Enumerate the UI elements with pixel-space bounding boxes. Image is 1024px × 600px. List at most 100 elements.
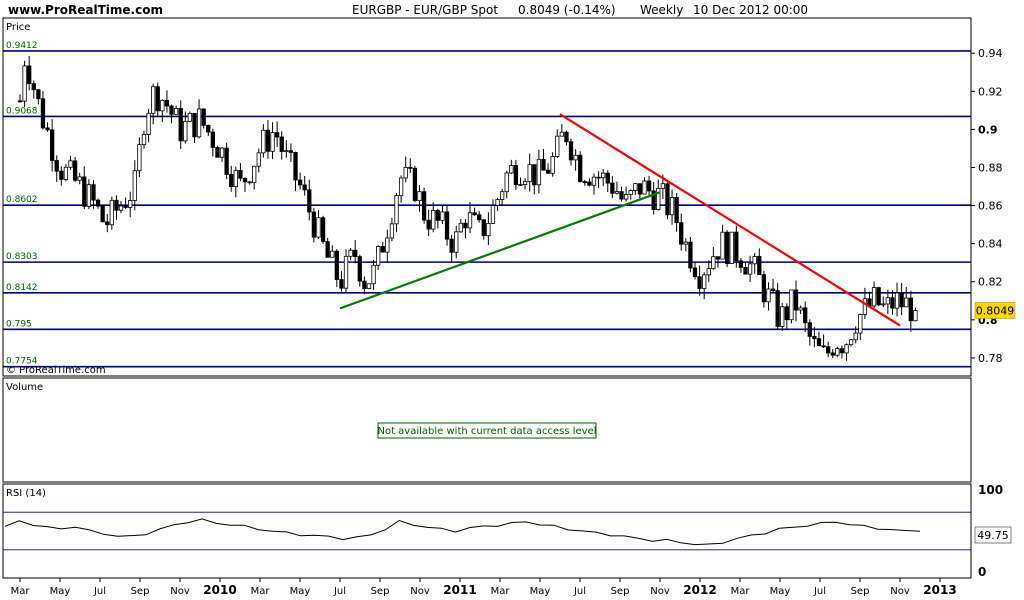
x-tick-label: Jul <box>93 586 106 597</box>
candle-body <box>353 249 358 257</box>
candle-body <box>49 129 55 161</box>
x-tick-label: May <box>530 586 551 597</box>
candle-body <box>656 187 661 211</box>
candle-body <box>568 141 574 161</box>
candle-body <box>91 184 96 201</box>
candle-body <box>22 65 27 102</box>
candle-body <box>160 99 165 112</box>
candle-body <box>357 256 362 282</box>
candle-body <box>82 176 87 207</box>
site-name[interactable]: www.ProRealTime.com <box>8 3 163 17</box>
candle-body <box>894 292 900 309</box>
candle-body <box>803 307 808 324</box>
candle-body <box>573 154 578 161</box>
y-tick-label: 0.94 <box>978 47 1003 60</box>
candle-body <box>605 172 610 184</box>
price-panel[interactable] <box>2 17 972 377</box>
candle-body <box>747 263 753 275</box>
candle-body <box>646 180 652 192</box>
x-tick-label: Sep <box>131 586 150 597</box>
candle-body <box>816 338 822 347</box>
x-tick-label: Nov <box>410 586 430 597</box>
candle-body <box>169 105 174 115</box>
candle-body <box>132 170 137 201</box>
candle-body <box>697 276 702 289</box>
instrument-title: EURGBP - EUR/GBP Spot <box>352 3 498 17</box>
level-label: 0.795 <box>6 319 32 329</box>
candle-body <box>187 112 193 122</box>
candle-body <box>458 222 463 233</box>
candle-body <box>224 147 229 175</box>
candle-body <box>362 280 367 289</box>
candle-body <box>830 352 835 356</box>
candle-body <box>40 98 46 129</box>
candle-body <box>908 297 913 322</box>
y-tick-label: 0.78 <box>978 352 1003 365</box>
x-tick-label: Nov <box>890 586 910 597</box>
candle-body <box>545 169 551 174</box>
candle-body <box>610 182 615 194</box>
candle-body <box>330 250 335 258</box>
x-tick-label: Sep <box>371 586 390 597</box>
x-tick-label: 2011 <box>443 583 476 597</box>
candle-body <box>729 231 734 264</box>
level-label: 0.9068 <box>6 106 38 116</box>
candle-body <box>389 223 395 239</box>
candle-body <box>146 112 151 135</box>
rsi-indicator: 0 100 <box>3 483 1003 579</box>
candle-body <box>692 267 698 278</box>
x-tick-label: 2012 <box>683 583 716 597</box>
level-label: 0.8142 <box>6 283 38 293</box>
candle-body <box>155 86 160 112</box>
candle-body <box>128 200 133 208</box>
candle-body <box>114 199 119 211</box>
candle-body <box>518 184 523 186</box>
candle-body <box>899 292 904 308</box>
rsi-panel[interactable] <box>2 483 972 579</box>
candle-body <box>522 181 528 185</box>
candle-body <box>486 223 491 237</box>
candle-body <box>435 209 441 221</box>
candle-body <box>95 199 101 207</box>
candle-body <box>582 181 587 184</box>
candle-body <box>398 177 404 196</box>
candle-body <box>564 131 569 143</box>
candle-body <box>578 154 583 183</box>
last-rsi-value: 49.75 <box>977 529 1009 542</box>
y-tick-label: 0.92 <box>978 85 1003 98</box>
volume-panel[interactable] <box>2 377 972 483</box>
candle-body <box>683 241 688 245</box>
x-tick-label: Jul <box>333 586 346 597</box>
candle-body <box>151 86 156 114</box>
candle-body <box>394 195 399 225</box>
candle-body <box>242 177 248 183</box>
candle-body <box>63 166 69 180</box>
candle-body <box>376 246 381 266</box>
instrument-quote: 0.8049 (-0.14%) <box>518 3 616 17</box>
candle-body <box>807 322 812 337</box>
candle-body <box>477 214 482 221</box>
watermark: © ProRealTime.com <box>6 365 106 376</box>
candle-body <box>495 199 500 206</box>
y-tick-label: 0.84 <box>978 238 1003 251</box>
candle-body <box>279 136 284 152</box>
candle-body <box>265 129 271 152</box>
candle-body <box>738 260 744 268</box>
candle-body <box>669 197 675 216</box>
candle-body <box>858 314 863 334</box>
candle-body <box>757 256 762 276</box>
candle-body <box>481 219 486 237</box>
candle-body <box>642 180 647 195</box>
candle-body <box>109 199 114 226</box>
candlesticks <box>17 55 918 361</box>
x-tick-label: Jul <box>813 586 826 597</box>
rsi-line <box>4 518 921 546</box>
x-tick-label: Mar <box>491 586 511 597</box>
candle-body <box>871 287 877 307</box>
candle-body <box>780 306 785 327</box>
candle-body <box>334 250 339 280</box>
candle-body <box>550 156 555 174</box>
candle-body <box>380 246 385 253</box>
y-tick-label: 0.86 <box>978 200 1003 213</box>
